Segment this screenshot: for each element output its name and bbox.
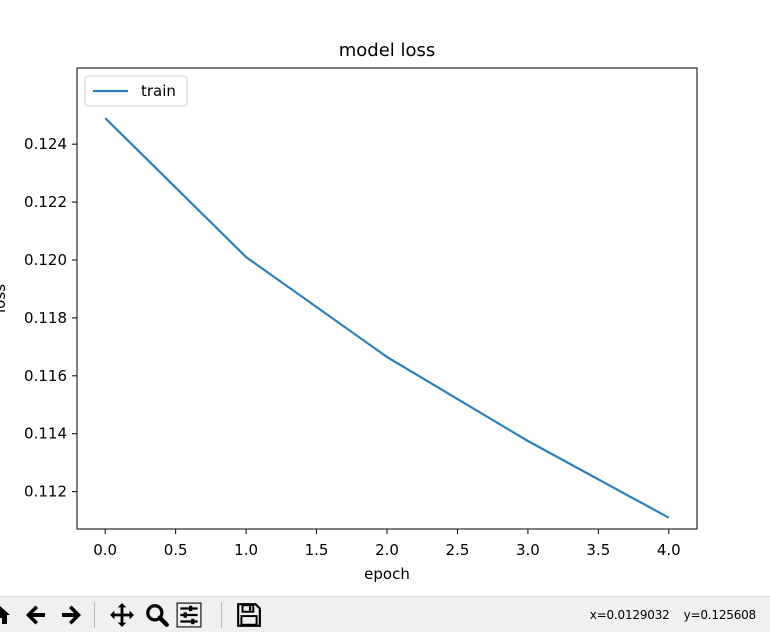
x-tick-label: 1.0 xyxy=(234,541,258,559)
plot-area xyxy=(77,68,697,529)
chart: 0.0 0.5 1.0 1.5 2.0 2.5 3.0 3.5 4.0 0.112 0.114 0.1… xyxy=(0,40,698,583)
y-tick-label: 0.124 xyxy=(24,135,67,153)
x-tick-label: 4.0 xyxy=(657,541,681,559)
x-axis-label: epoch xyxy=(364,565,410,583)
x-tick-label: 0.0 xyxy=(93,541,117,559)
toolbar-separator xyxy=(221,602,222,628)
x-tick-label: 3.5 xyxy=(586,541,610,559)
home-icon xyxy=(0,606,10,624)
forward-arrow-icon xyxy=(62,605,81,625)
cursor-x-readout: x=0.0129032 xyxy=(589,608,670,622)
x-tick-label: 2.0 xyxy=(375,541,399,559)
subplots-config-button[interactable] xyxy=(175,601,203,629)
series-line-0 xyxy=(104,117,670,519)
figure: 0.0 0.5 1.0 1.5 2.0 2.5 3.0 3.5 4.0 0.112 0.114 0.1… xyxy=(0,40,698,583)
x-tick-label: 1.5 xyxy=(305,541,329,559)
y-tick-label: 0.122 xyxy=(24,193,67,211)
x-tick-label: 2.5 xyxy=(446,541,470,559)
cursor-y-readout: y=0.125608 xyxy=(683,608,757,622)
legend-box xyxy=(84,75,188,107)
x-tick-label: 0.5 xyxy=(164,541,188,559)
y-tick-label: 0.120 xyxy=(24,251,67,269)
y-tick-label: 0.112 xyxy=(24,483,67,501)
x-tick-label: 3.0 xyxy=(516,541,540,559)
back-arrow-icon xyxy=(26,605,45,625)
zoom-button[interactable] xyxy=(143,601,171,629)
back-button[interactable] xyxy=(22,601,50,629)
legend-label: train xyxy=(141,82,176,100)
axes-frame xyxy=(76,67,698,530)
toolbar-separator xyxy=(94,602,95,628)
subplots-config-icon xyxy=(176,602,202,628)
pan-icon xyxy=(110,603,134,627)
cursor-coordinates: x=0.0129032 y=0.125608 xyxy=(590,608,756,622)
save-icon xyxy=(237,603,261,627)
y-tick-label: 0.116 xyxy=(24,367,67,385)
y-tick-label: 0.114 xyxy=(24,425,67,443)
chart-title: model loss xyxy=(339,40,436,61)
y-tick-label: 0.118 xyxy=(24,309,67,327)
save-button[interactable] xyxy=(235,601,263,629)
navigation-toolbar: x=0.0129032 y=0.125608 xyxy=(0,596,770,632)
pan-button[interactable] xyxy=(108,601,136,629)
forward-button[interactable] xyxy=(57,601,85,629)
home-button[interactable] xyxy=(0,601,14,629)
zoom-icon xyxy=(146,604,169,627)
y-axis-label: loss xyxy=(0,284,9,313)
